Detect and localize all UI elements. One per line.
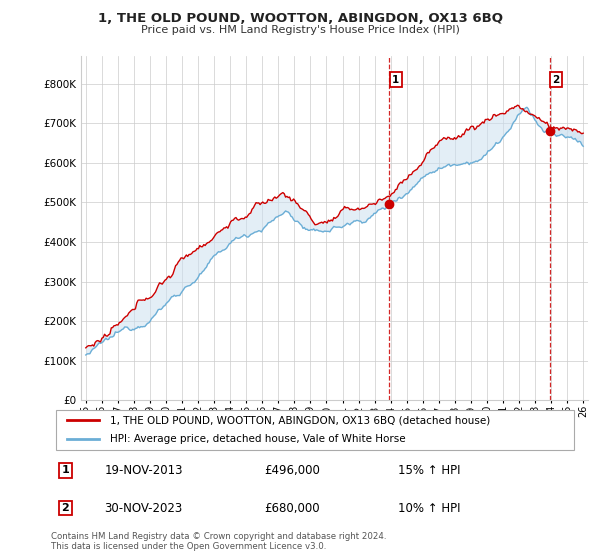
FancyBboxPatch shape <box>56 410 574 450</box>
Text: 1: 1 <box>392 74 400 85</box>
Text: HPI: Average price, detached house, Vale of White Horse: HPI: Average price, detached house, Vale… <box>110 435 406 445</box>
Text: 10% ↑ HPI: 10% ↑ HPI <box>398 502 461 515</box>
Text: 2: 2 <box>553 74 560 85</box>
Text: £496,000: £496,000 <box>265 464 320 477</box>
Text: £680,000: £680,000 <box>265 502 320 515</box>
Text: Price paid vs. HM Land Registry's House Price Index (HPI): Price paid vs. HM Land Registry's House … <box>140 25 460 35</box>
Text: 1, THE OLD POUND, WOOTTON, ABINGDON, OX13 6BQ: 1, THE OLD POUND, WOOTTON, ABINGDON, OX1… <box>97 12 503 25</box>
Text: 30-NOV-2023: 30-NOV-2023 <box>104 502 182 515</box>
Text: 2: 2 <box>62 503 69 513</box>
Text: 1: 1 <box>62 465 69 475</box>
Text: 19-NOV-2013: 19-NOV-2013 <box>104 464 183 477</box>
Text: 1, THE OLD POUND, WOOTTON, ABINGDON, OX13 6BQ (detached house): 1, THE OLD POUND, WOOTTON, ABINGDON, OX1… <box>110 415 490 425</box>
Text: 15% ↑ HPI: 15% ↑ HPI <box>398 464 461 477</box>
Text: Contains HM Land Registry data © Crown copyright and database right 2024.
This d: Contains HM Land Registry data © Crown c… <box>51 531 386 551</box>
